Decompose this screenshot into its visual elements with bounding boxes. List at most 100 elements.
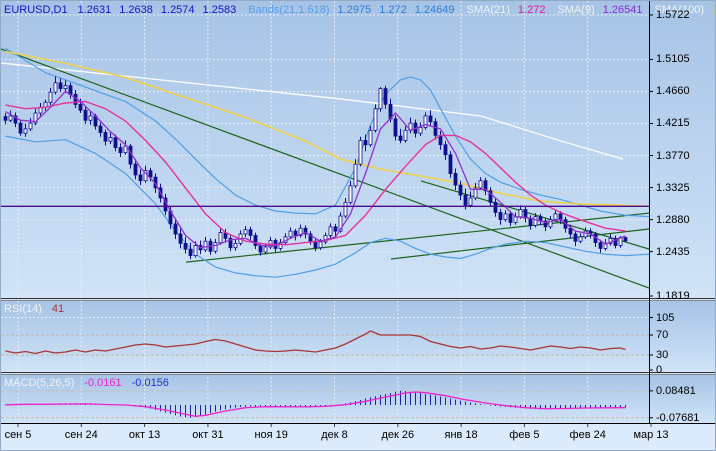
time-axis-label: фев 24 [569, 429, 606, 441]
price-axis-label: 1.4660 [656, 85, 690, 98]
candle-body [288, 230, 293, 238]
candle-body [423, 115, 428, 128]
candle-body [78, 104, 83, 111]
candle-body [398, 135, 403, 141]
candle-body [108, 137, 113, 142]
candle-body [123, 145, 128, 154]
candle-body [403, 129, 408, 141]
candle-body [463, 194, 468, 206]
candle-body [133, 163, 138, 176]
candle-body [343, 201, 348, 217]
price-axis-label: 1.3770 [656, 149, 690, 162]
candle-body [308, 233, 313, 242]
candle-body [113, 137, 118, 149]
candle-body [573, 233, 578, 242]
candle-body [443, 144, 448, 156]
price-axis[interactable]: 1.5722 1.5105 1.4660 1.4215 1.3770 1.3325 1.28… [649, 1, 715, 424]
candle-body [328, 226, 333, 236]
candle-body [568, 227, 573, 235]
candle-body [528, 217, 533, 226]
candle-body [338, 215, 343, 232]
bollinger-lower-line [5, 135, 649, 278]
green-ascending-support-trendline [185, 212, 649, 263]
rsi-axis-label: 70 [656, 329, 669, 341]
candle-body [623, 237, 628, 242]
candle-body [583, 230, 588, 238]
candle-body [368, 129, 373, 146]
candle-body [488, 190, 493, 203]
candle-body [418, 127, 423, 134]
candle-body [213, 242, 218, 252]
white-descending-trendline [1, 62, 624, 160]
candle-body [58, 82, 63, 89]
candle-body [553, 213, 558, 221]
candle-body [103, 132, 108, 142]
candle-body [173, 223, 178, 235]
candle-body [18, 122, 23, 134]
candle-body [98, 125, 103, 133]
candle-body [13, 115, 18, 124]
candle-body [243, 229, 248, 235]
candle-body [148, 170, 153, 178]
rsi-line [5, 330, 626, 355]
candle-body [23, 128, 28, 134]
candle-body [68, 85, 73, 95]
candle-body [363, 140, 368, 146]
candle-body [63, 85, 68, 89]
candle-body [478, 180, 483, 189]
price-axis-label: 1.4215 [656, 117, 690, 130]
candle-body [613, 237, 618, 246]
candle-body [118, 147, 123, 154]
candle-body [383, 88, 388, 105]
candle-body [138, 174, 143, 182]
candle-body [48, 91, 53, 103]
candle-body [83, 109, 88, 121]
candle-body [513, 216, 518, 223]
candle-body [348, 185, 353, 203]
candle-body [358, 140, 363, 165]
green-descending-long-trendline [1, 48, 649, 289]
candle-body [453, 173, 458, 186]
candle-body [203, 240, 208, 251]
time-axis-label: окт 31 [192, 429, 224, 441]
candle-body [493, 201, 498, 213]
candle-body [178, 233, 183, 244]
price-axis-label: 1.5105 [656, 53, 690, 66]
candle-body [188, 248, 193, 257]
candle-body [353, 163, 358, 187]
sma100-line [5, 50, 649, 208]
candle-body [558, 213, 563, 221]
time-axis-label: окт 13 [128, 429, 161, 441]
candle-body [228, 237, 233, 249]
time-axis-label: мар 13 [633, 429, 669, 441]
green-ascending-secondary-trendline [390, 228, 649, 260]
candle-body [143, 170, 148, 182]
candle-body [498, 212, 503, 221]
candle-body [428, 115, 433, 123]
price-axis-label: 1.2880 [656, 213, 690, 226]
candle-body [218, 232, 223, 244]
candle-body [33, 112, 38, 124]
time-axis-label: фев 5 [509, 429, 540, 441]
time-axis[interactable]: сен 5 сен 24 окт 13 окт 31 ноя 19 дек 8 дек 26… [1, 424, 715, 450]
candle-body [378, 88, 383, 110]
candle-body [88, 115, 93, 121]
candle-body [318, 241, 323, 249]
time-axis-label: дек 26 [381, 429, 415, 441]
candle-body [253, 235, 258, 246]
candle-body [28, 122, 33, 130]
sma9-line [5, 90, 626, 249]
rsi-axis-label: 0 [656, 364, 663, 376]
candle-body [543, 220, 548, 228]
price-axis-label: 1.3325 [656, 181, 690, 194]
candle-body [248, 229, 253, 236]
candle-body [233, 242, 238, 249]
price-axis-label: 1.2435 [656, 245, 690, 258]
candle-body [473, 187, 478, 199]
rsi-axis-label: 105 [656, 311, 675, 324]
time-axis-label: ноя 19 [254, 429, 288, 441]
candle-body [393, 118, 398, 137]
time-axis-label: янв 18 [444, 429, 478, 441]
